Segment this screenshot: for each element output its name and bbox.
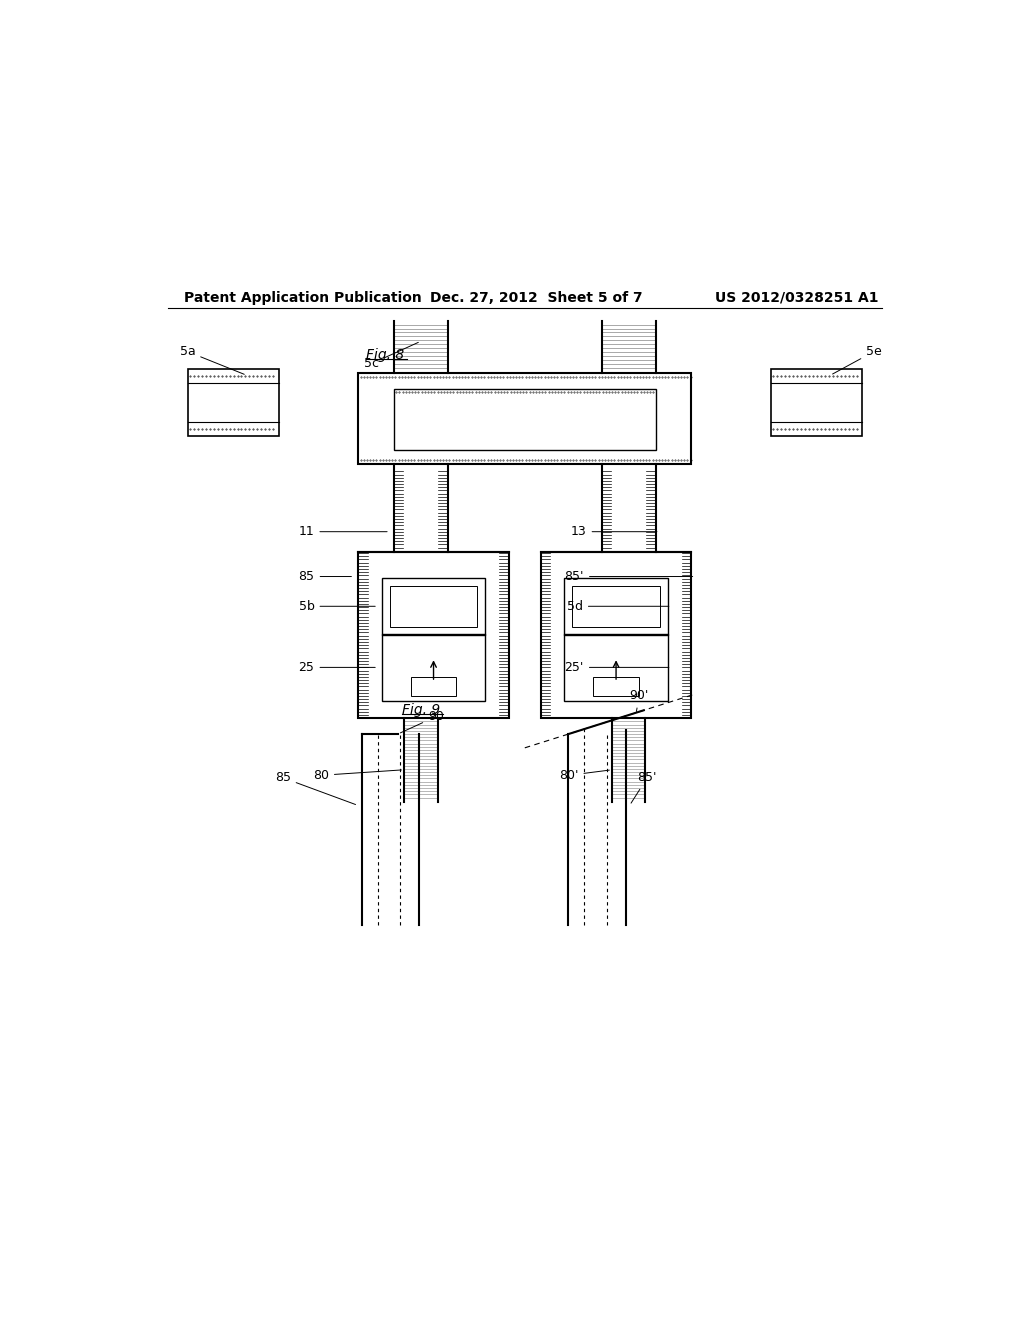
Text: 90': 90'	[630, 689, 649, 711]
Text: 85': 85'	[631, 771, 657, 803]
Bar	[358, 552, 509, 718]
Text: 13: 13	[570, 525, 657, 539]
Bar	[394, 389, 655, 450]
Text: 25': 25'	[564, 661, 669, 675]
Text: 11: 11	[299, 525, 387, 539]
Bar	[564, 634, 668, 701]
Bar	[358, 374, 691, 465]
Bar	[382, 578, 485, 635]
Text: 5e: 5e	[833, 345, 882, 374]
Text: 25: 25	[299, 661, 375, 675]
Bar	[593, 677, 639, 696]
Bar	[564, 578, 668, 635]
Text: US 2012/0328251 A1: US 2012/0328251 A1	[715, 290, 879, 305]
Text: 85: 85	[299, 570, 351, 583]
Text: Fig. 9: Fig. 9	[401, 704, 440, 717]
Text: 5d: 5d	[567, 599, 669, 612]
Text: 85: 85	[274, 771, 355, 804]
Text: Dec. 27, 2012  Sheet 5 of 7: Dec. 27, 2012 Sheet 5 of 7	[430, 290, 642, 305]
Bar	[187, 370, 279, 437]
Text: 80': 80'	[559, 768, 609, 781]
Bar	[572, 586, 659, 627]
Text: 5b: 5b	[299, 599, 375, 612]
Text: 5c: 5c	[365, 342, 419, 370]
Text: 80: 80	[313, 768, 401, 781]
Text: 85': 85'	[564, 570, 692, 583]
Text: Fig. 8: Fig. 8	[367, 347, 404, 362]
Bar	[382, 634, 485, 701]
Text: Patent Application Publication: Patent Application Publication	[183, 290, 421, 305]
Text: 90: 90	[400, 710, 443, 733]
Bar	[390, 586, 477, 627]
Bar	[411, 677, 457, 696]
Bar	[541, 552, 691, 718]
Bar	[771, 370, 862, 437]
Text: 5a: 5a	[179, 345, 245, 375]
